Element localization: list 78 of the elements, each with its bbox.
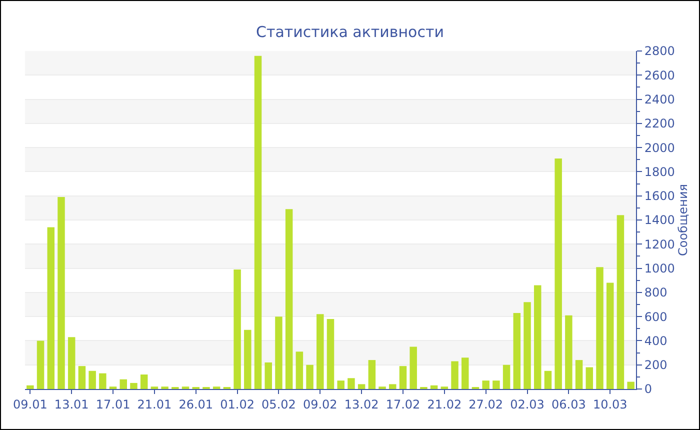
x-tick-label: 09.01 — [13, 397, 48, 412]
bar — [389, 384, 396, 389]
x-tick-label: 02.03 — [510, 397, 544, 412]
x-tick-label: 01.02 — [220, 397, 254, 412]
y-tick-label: 1800 — [644, 164, 675, 179]
bar — [451, 361, 458, 389]
x-tick-label: 27.02 — [468, 397, 504, 412]
x-tick-label: 09.02 — [302, 397, 338, 412]
y-tick-label: 2000 — [644, 140, 675, 155]
bar — [306, 364, 314, 389]
bar — [513, 312, 521, 389]
y-tick-label: 800 — [644, 286, 668, 300]
bar — [78, 366, 86, 389]
bar — [47, 227, 55, 389]
x-tick-label: 10.03 — [592, 397, 628, 412]
bar — [120, 379, 128, 389]
bar — [399, 366, 407, 389]
x-tick-label: 17.02 — [386, 397, 420, 412]
bar — [140, 374, 148, 389]
x-tick-label: 26.01 — [178, 397, 214, 412]
bar — [130, 382, 138, 389]
bar — [36, 340, 44, 389]
bar — [616, 215, 624, 389]
x-tick-label: 13.01 — [54, 397, 89, 412]
x-tick-label: 13.02 — [344, 397, 379, 412]
x-tick-label: 05.02 — [262, 397, 296, 412]
bar — [99, 373, 106, 389]
y-tick-label: 1200 — [644, 237, 675, 252]
y-tick-label: 2800 — [644, 44, 675, 58]
bar — [462, 358, 469, 389]
bar — [58, 197, 65, 389]
bar — [410, 346, 417, 389]
y-tick-label: 1000 — [644, 261, 675, 276]
bar — [326, 318, 334, 389]
bar — [88, 370, 96, 389]
bar — [68, 337, 76, 389]
x-tick-label: 21.01 — [137, 397, 172, 412]
bar — [606, 282, 614, 389]
bar — [565, 315, 572, 389]
chart-title: Статистика активности — [256, 23, 444, 42]
bar — [254, 56, 262, 389]
y-tick-label: 2200 — [644, 116, 675, 131]
bar — [244, 330, 252, 389]
bar — [285, 209, 293, 389]
y-axis-title: Сообщения — [676, 184, 690, 256]
bar — [502, 364, 510, 389]
y-tick-label: 1600 — [644, 189, 675, 204]
bar — [575, 360, 583, 389]
bar — [234, 269, 241, 389]
x-tick-label: 06.03 — [552, 397, 586, 412]
y-tick-label: 600 — [644, 310, 668, 324]
x-tick-label: 17.01 — [96, 397, 130, 412]
bar — [275, 316, 282, 389]
bar — [554, 158, 562, 389]
bar — [482, 380, 490, 389]
bar — [358, 384, 366, 389]
bar — [596, 267, 604, 389]
y-tick-label: 400 — [644, 334, 668, 348]
y-tick-label: 0 — [644, 382, 652, 396]
bar — [26, 385, 34, 389]
y-tick-label: 2400 — [644, 92, 675, 106]
bar — [492, 380, 500, 389]
bar — [430, 385, 438, 389]
bar — [368, 360, 376, 389]
y-tick-label: 200 — [644, 358, 668, 372]
bar — [544, 370, 552, 389]
bar — [296, 352, 304, 389]
y-tick-label: 2600 — [644, 68, 675, 82]
y-tick-label: 1400 — [644, 213, 675, 228]
bar — [348, 378, 355, 389]
bar — [586, 367, 594, 389]
bar — [524, 302, 531, 389]
bar — [316, 314, 324, 389]
bar — [627, 382, 634, 389]
bar — [534, 285, 542, 389]
bar — [264, 362, 272, 389]
x-tick-label: 21.02 — [427, 397, 462, 412]
bar — [337, 380, 344, 389]
